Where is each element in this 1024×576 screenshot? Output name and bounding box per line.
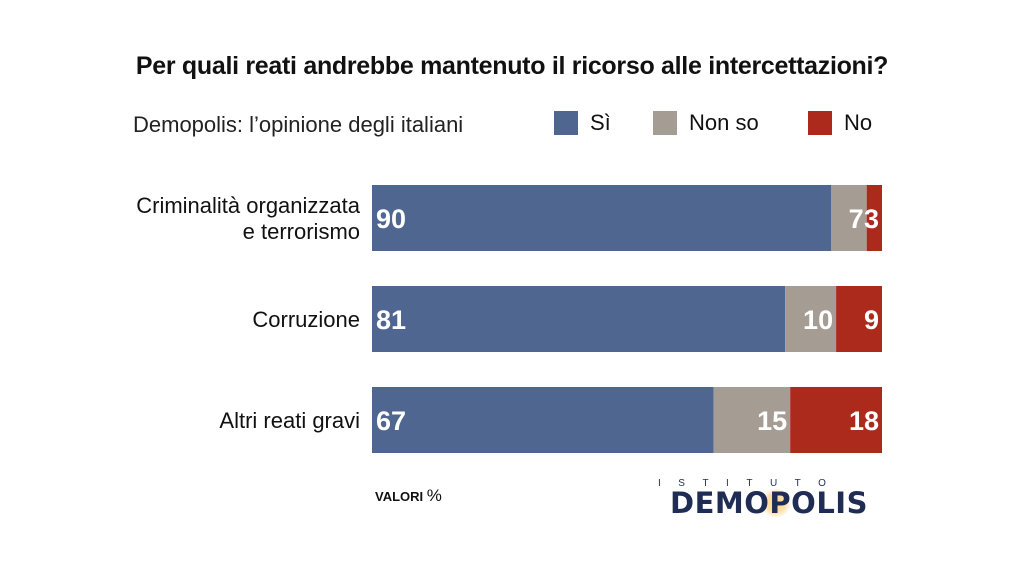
- values-note: VALORI %: [375, 486, 442, 506]
- legend-label-si: Sì: [590, 110, 611, 135]
- data-label-non-so: 15: [757, 406, 787, 436]
- data-label-non-so: 7: [849, 204, 864, 234]
- values-note-label: VALORI: [375, 489, 424, 504]
- legend-item-no: No: [808, 110, 872, 136]
- bar-segment-non-so: [785, 286, 837, 352]
- data-label-si: 67: [376, 406, 406, 436]
- bar-segment-si: [372, 185, 831, 251]
- logo-main-text: DEMOPOLIS: [670, 486, 868, 520]
- data-label-no: 18: [849, 406, 879, 436]
- data-label-si: 90: [376, 204, 406, 234]
- chart-title: Per quali reati andrebbe mantenuto il ri…: [135, 52, 889, 80]
- legend-label-no: No: [844, 110, 873, 135]
- bar-segment-si: [372, 387, 714, 453]
- logo-glow: [761, 488, 791, 518]
- category-label: Criminalità organizzata: [136, 193, 361, 218]
- bar-segment-no: [836, 286, 882, 352]
- bar-segment-non-so: [713, 387, 791, 453]
- demopolis-logo: ISTITUTO DEMOPOLIS: [658, 478, 880, 520]
- logo-top-text: ISTITUTO: [658, 478, 844, 489]
- legend-item-non-so: Non so: [653, 110, 759, 136]
- category-label: e terrorismo: [243, 219, 360, 244]
- data-label-no: 3: [864, 204, 879, 234]
- category-label: Altri reati gravi: [219, 408, 360, 433]
- bar-segment-non-so: [831, 185, 867, 251]
- bar-segment-no: [790, 387, 882, 453]
- bar-segment-no: [866, 185, 882, 251]
- data-label-si: 81: [376, 305, 406, 335]
- category-label: Corruzione: [252, 307, 360, 332]
- values-note-unit: %: [426, 486, 442, 505]
- legend-swatch-si: [554, 111, 578, 135]
- legend-item-si: Sì: [554, 110, 611, 136]
- data-label-non-so: 10: [803, 305, 833, 335]
- bar-segment-si: [372, 286, 786, 352]
- legend-swatch-non-so: [653, 111, 677, 135]
- legend-label-non-so: Non so: [689, 110, 759, 135]
- data-label-no: 9: [864, 305, 879, 335]
- legend-swatch-no: [808, 111, 832, 135]
- chart-subtitle: Demopolis: l’opinione degli italiani: [133, 112, 464, 137]
